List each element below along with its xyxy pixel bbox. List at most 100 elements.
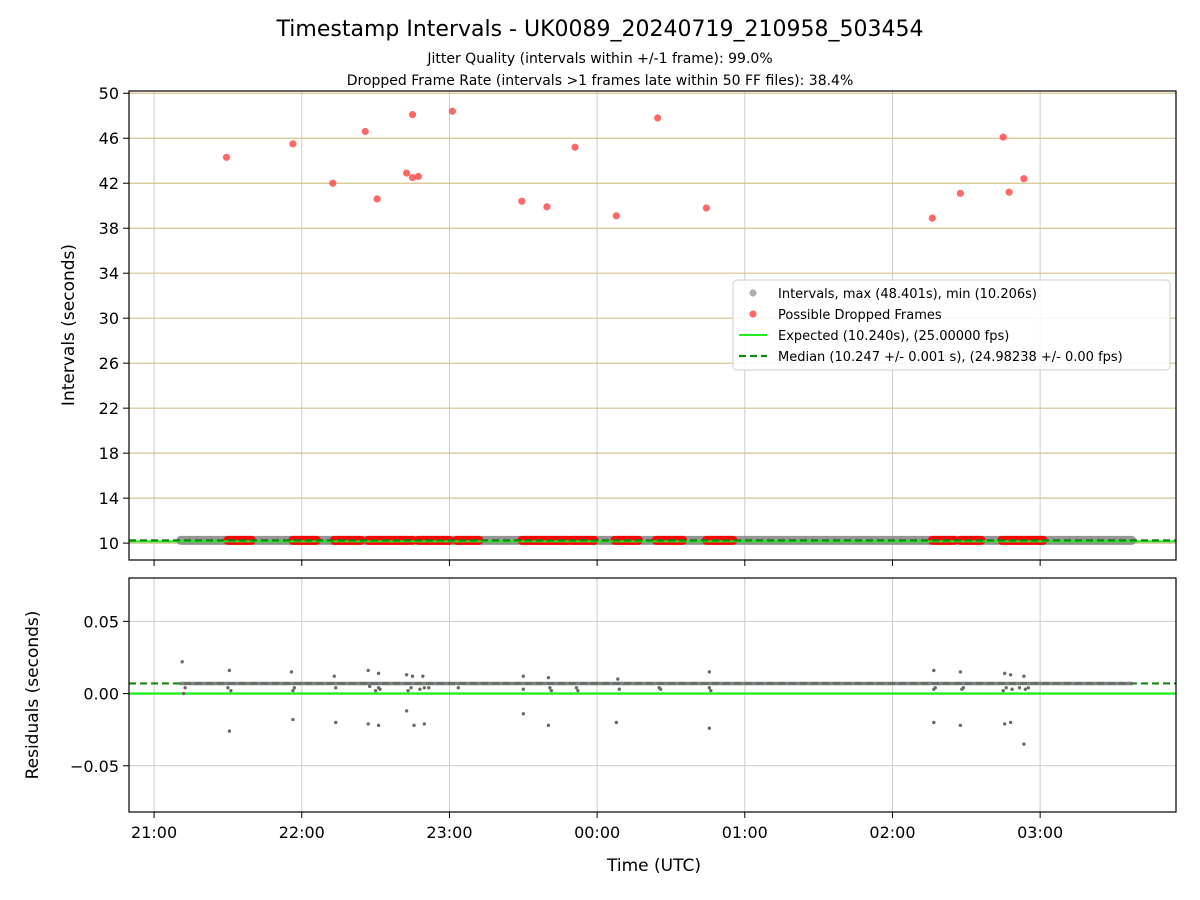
residual-point-3-37	[549, 688, 554, 693]
residual-point-4-14	[1002, 722, 1007, 726]
dropped-frame-point-4	[373, 195, 381, 203]
residual-point-3-10	[546, 675, 551, 680]
residual-point-3-11	[616, 677, 620, 681]
bottom-xtick-label-0: 21:00	[131, 823, 177, 842]
residual-point-3-30	[409, 686, 413, 690]
legend-label-2: Expected (10.240s), (25.00000 fps)	[778, 329, 1009, 344]
legend-label-1: Possible Dropped Frames	[778, 308, 942, 323]
bottom-xtick-label-3: 00:00	[574, 823, 620, 842]
top-ytick-label-3: 22	[99, 399, 119, 418]
residual-point-3-1	[227, 668, 232, 673]
residual-point-3-40	[617, 687, 621, 691]
dropped-frame-point-11	[543, 203, 551, 211]
dropped-frame-point-9	[448, 107, 457, 115]
residual-point-4-3	[366, 722, 370, 726]
residual-point-3-17	[1022, 674, 1026, 678]
residual-point-3-44	[709, 688, 713, 693]
residual-point-3-9	[521, 674, 525, 678]
residual-point-3-0	[180, 660, 184, 664]
residual-point-3-54	[1026, 686, 1031, 690]
top-ytick-label-8: 42	[99, 174, 119, 193]
bottom-ytick-label-0: 0.05	[83, 612, 119, 631]
bottom-y-axis-label: Residuals (seconds)	[23, 611, 43, 780]
dropped-frame-point-10	[518, 197, 526, 205]
residual-point-3-2	[289, 670, 294, 674]
residual-point-3-24	[334, 686, 338, 690]
residual-point-3-23	[292, 686, 297, 690]
residual-point-4-6	[412, 723, 416, 728]
dropped-frame-point-1	[289, 140, 297, 148]
top-ytick-label-7: 38	[99, 219, 119, 238]
dropped-frame-point-17	[956, 189, 964, 197]
residual-point-3-20	[226, 686, 230, 690]
residual-point-3-46	[933, 686, 937, 690]
residual-point-3-39	[576, 688, 580, 693]
residual-point-3-33	[427, 686, 431, 690]
residual-point-4-15	[1008, 720, 1013, 725]
dropped-frame-point-2	[329, 179, 337, 187]
residual-point-3-15	[1002, 671, 1007, 676]
residual-point-4-10	[614, 720, 619, 725]
bottom-ytick-label-1: 0.00	[83, 685, 119, 704]
residual-point-4-5	[404, 709, 409, 713]
residual-point-3-6	[404, 673, 409, 677]
bottom-ytick-label-2: −0.05	[70, 757, 119, 776]
residual-point-4-2	[334, 720, 338, 725]
residual-point-3-49	[1001, 688, 1005, 693]
dropped-frame-point-18	[999, 133, 1007, 141]
top-ytick-label-10: 50	[99, 84, 119, 103]
residual-point-3-29	[406, 688, 410, 693]
dropped-frame-point-7	[414, 172, 423, 181]
residual-point-3-43	[707, 686, 712, 690]
top-ytick-label-9: 46	[99, 129, 119, 148]
top-plot-frame	[128, 90, 1177, 561]
residual-point-3-26	[373, 688, 378, 693]
dropped-frame-point-5	[403, 169, 411, 177]
residual-point-4-9	[546, 723, 551, 728]
residual-point-3-12	[707, 670, 712, 674]
legend: Intervals, max (48.401s), min (10.206s) P…	[732, 279, 1171, 371]
bottom-xtick-label-2: 23:00	[426, 823, 472, 842]
dropped-frame-point-14	[654, 114, 662, 122]
residual-point-3-3	[332, 674, 336, 678]
dropped-frame-point-0	[222, 153, 231, 161]
residual-point-3-25	[368, 684, 372, 689]
residual-point-4-13	[958, 723, 963, 728]
residual-point-4-8	[521, 712, 525, 716]
legend-box	[732, 279, 1171, 371]
residual-point-3-14	[958, 670, 963, 674]
residual-point-4-16	[1022, 742, 1026, 746]
residual-point-3-51	[1010, 687, 1014, 691]
dropped-frame-point-3	[361, 127, 369, 136]
residual-point-3-50	[1004, 686, 1008, 690]
residual-point-3-31	[418, 687, 422, 691]
residual-point-3-8	[421, 674, 425, 678]
top-y-axis-label: Intervals (seconds)	[59, 244, 79, 406]
bottom-xtick-label-4: 01:00	[722, 823, 768, 842]
residual-point-3-13	[932, 668, 936, 673]
bottom-plot-frame	[128, 577, 1177, 813]
dropped-frame-point-20	[1020, 175, 1028, 183]
dropped-frame-point-15	[702, 204, 711, 212]
top-ytick-label-5: 30	[99, 309, 119, 328]
legend-marker-0	[749, 289, 757, 297]
residuals-plot: 21:00 22:00 23:00 00:00 01:00 02:00 03:00 0.05 0…	[70, 577, 1177, 842]
dropped-frame-point-8	[408, 111, 417, 119]
top-ytick-label-2: 18	[99, 444, 119, 463]
residual-point-4-7	[422, 722, 427, 726]
residual-point-3-21	[229, 688, 233, 693]
residual-point-3-5	[376, 671, 381, 676]
residual-point-3-22	[291, 688, 295, 693]
residual-point-3-34	[456, 686, 461, 690]
chart-title: Timestamp Intervals - UK0089_20240719_21…	[276, 17, 924, 42]
legend-marker-1	[749, 310, 757, 318]
residual-point-3-38	[574, 686, 579, 690]
residual-point-3-18	[181, 691, 186, 696]
dropped-frame-point-12	[571, 143, 579, 151]
residual-point-3-36	[548, 686, 552, 690]
dropped-frame-point-16	[928, 214, 936, 222]
residual-point-3-35	[521, 687, 525, 691]
residual-point-3-16	[1008, 673, 1013, 677]
residual-point-3-52	[1017, 686, 1022, 690]
